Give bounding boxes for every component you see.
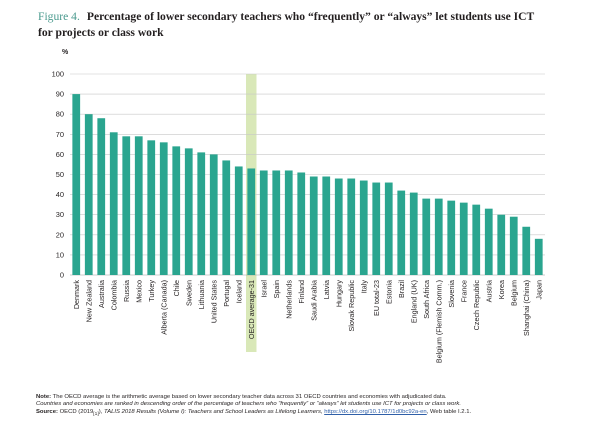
figure-title-line2: for projects or class work <box>38 26 164 39</box>
bar <box>359 180 368 275</box>
y-tick-label: 50 <box>56 170 64 179</box>
x-tick-label: Israel <box>259 280 268 298</box>
x-tick-label: Latvia <box>322 280 331 299</box>
x-tick-label: United States <box>209 280 218 324</box>
bar <box>197 152 206 275</box>
bar <box>434 198 443 275</box>
x-tick-label: Slovak Republic <box>347 280 356 332</box>
x-tick-label: Belgium <box>509 280 518 306</box>
x-tick-label: Sweden <box>184 280 193 306</box>
x-tick-label: Czech Republic <box>472 280 481 331</box>
bar <box>497 214 506 275</box>
x-tick-label: Italy <box>359 280 368 294</box>
x-tick-label: Finland <box>297 280 306 304</box>
x-tick-label: Spain <box>272 280 281 298</box>
bar <box>322 176 331 275</box>
bar <box>172 146 181 275</box>
chart-notes: Note: The OECD average is the arithmetic… <box>36 394 576 418</box>
x-tick-label: Brazil <box>397 280 406 298</box>
figure-number: Figure 4. <box>38 10 80 23</box>
bar <box>97 118 106 275</box>
figure-title-line1: Percentage of lower secondary teachers w… <box>86 10 535 23</box>
x-tick-label: Shanghai (China) <box>522 280 531 336</box>
x-tick-label: Slovenia <box>447 280 456 308</box>
bar <box>222 160 231 275</box>
x-tick-label: Korea <box>497 280 506 299</box>
bar <box>384 182 393 275</box>
bar <box>122 136 131 275</box>
x-tick-label: EU total-23 <box>372 280 381 316</box>
bar <box>534 238 543 275</box>
note-line-2: Countries and economies are ranked in de… <box>36 401 461 408</box>
bar <box>134 136 143 275</box>
x-tick-label: Chile <box>172 280 181 296</box>
bar <box>297 172 306 275</box>
bar <box>84 114 93 275</box>
x-tick-label: Mexico <box>134 280 143 303</box>
bar <box>109 132 118 275</box>
bar <box>159 142 168 275</box>
y-tick-label: 60 <box>56 150 64 159</box>
x-tick-label: Denmark <box>72 280 81 310</box>
x-tick-label: Estonia <box>384 280 393 304</box>
bar <box>347 178 356 275</box>
y-tick-label: 80 <box>56 110 64 119</box>
bar <box>522 226 531 275</box>
bar <box>272 170 281 275</box>
y-tick-label: 30 <box>56 210 64 219</box>
bar <box>472 204 481 275</box>
y-axis-unit-label: % <box>62 49 69 56</box>
x-tick-label: Russia <box>122 280 131 302</box>
y-tick-label: 40 <box>56 190 64 199</box>
bar <box>309 176 318 275</box>
y-tick-label: 10 <box>56 250 64 259</box>
x-tick-label: Turkey <box>147 280 156 302</box>
x-tick-label: Japan <box>534 280 543 300</box>
y-tick-label: 100 <box>52 70 64 79</box>
bar <box>284 170 293 275</box>
x-tick-label: Netherlands <box>284 280 293 319</box>
x-tick-label: Australia <box>97 280 106 308</box>
bar <box>422 198 431 275</box>
x-tick-label: OECD average-31 <box>247 280 256 339</box>
bar <box>72 94 81 275</box>
bar <box>372 182 381 275</box>
bar <box>397 190 406 275</box>
x-tick-label: Austria <box>484 280 493 302</box>
y-tick-label: 0 <box>60 271 64 280</box>
bar <box>259 170 268 275</box>
x-tick-label: Belgium (Flemish Comm.) <box>434 280 443 363</box>
x-tick-label: Alberta (Canada) <box>159 280 168 335</box>
source-link[interactable]: https://dx.doi.org/10.1787/1d0bc92a-en <box>324 408 427 415</box>
bar <box>409 192 418 275</box>
bar <box>234 166 243 275</box>
x-tick-label: Portugal <box>222 280 231 307</box>
source-line: Source: OECD (2019[1]), TALIS 2018 Resul… <box>36 408 472 417</box>
bar <box>509 216 518 275</box>
bar <box>484 208 493 275</box>
y-tick-label: 70 <box>56 130 64 139</box>
figure-title: Figure 4. Percentage of lower secondary t… <box>38 9 588 41</box>
bar <box>447 200 456 275</box>
bar <box>247 168 256 275</box>
bar <box>459 202 468 275</box>
x-tick-label: New Zealand <box>84 280 93 322</box>
x-tick-label: Colombia <box>109 280 118 310</box>
bar <box>147 140 156 275</box>
x-tick-label: England (UK) <box>409 280 418 323</box>
note-line-1: Note: The OECD average is the arithmetic… <box>36 394 447 400</box>
x-tick-label: France <box>459 280 468 302</box>
y-tick-label: 20 <box>56 230 64 239</box>
x-tick-label: Saudi Arabia <box>309 280 318 321</box>
bar <box>209 154 218 275</box>
x-tick-label: Lithuania <box>197 280 206 309</box>
x-tick-label: South Africa <box>422 280 431 319</box>
x-tick-label: Iceland <box>234 280 243 303</box>
bar <box>334 178 343 275</box>
x-tick-label: Hungary <box>334 280 343 308</box>
bar <box>184 148 193 275</box>
y-tick-label: 90 <box>56 90 64 99</box>
